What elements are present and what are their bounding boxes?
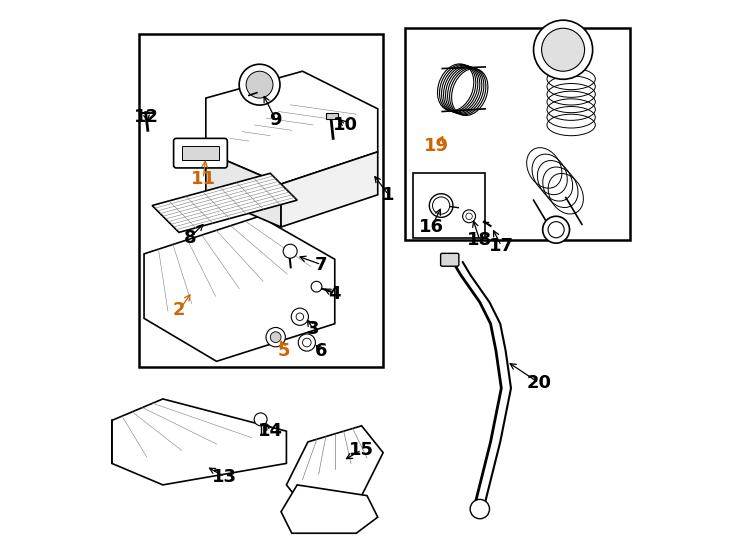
FancyBboxPatch shape [174, 138, 228, 168]
Text: 5: 5 [277, 342, 290, 360]
Bar [139, 33, 383, 367]
Text: 16: 16 [419, 218, 444, 236]
Circle shape [542, 28, 584, 71]
Circle shape [466, 213, 472, 219]
Circle shape [266, 327, 286, 347]
Bar [413, 173, 485, 238]
Polygon shape [144, 217, 335, 361]
Circle shape [283, 244, 297, 258]
Polygon shape [281, 152, 378, 227]
Circle shape [296, 313, 304, 321]
Text: 3: 3 [307, 320, 319, 338]
Text: 4: 4 [329, 285, 341, 303]
Circle shape [239, 64, 280, 105]
Circle shape [254, 413, 267, 426]
Text: 19: 19 [424, 138, 449, 156]
Polygon shape [206, 152, 281, 227]
Circle shape [548, 221, 564, 238]
Text: 8: 8 [184, 229, 196, 247]
Text: 10: 10 [333, 116, 358, 134]
Polygon shape [152, 173, 297, 232]
Text: 13: 13 [212, 468, 237, 486]
Polygon shape [206, 71, 378, 184]
Polygon shape [112, 399, 286, 485]
Text: 12: 12 [134, 108, 159, 126]
Bar [404, 28, 631, 240]
Bar [326, 113, 338, 118]
Text: 9: 9 [269, 111, 282, 129]
Circle shape [462, 210, 476, 222]
Text: 14: 14 [258, 422, 283, 440]
Text: 7: 7 [315, 255, 327, 274]
Text: 11: 11 [191, 170, 216, 188]
Text: 15: 15 [349, 441, 374, 459]
Text: 20: 20 [526, 374, 551, 392]
Text: 2: 2 [172, 301, 185, 319]
Circle shape [270, 332, 281, 342]
Text: 18: 18 [468, 232, 493, 249]
Circle shape [542, 217, 570, 243]
Circle shape [534, 20, 592, 79]
Circle shape [246, 71, 273, 98]
Bar [181, 146, 219, 160]
Circle shape [470, 500, 490, 519]
Circle shape [311, 281, 322, 292]
Circle shape [291, 308, 308, 325]
Text: 6: 6 [315, 342, 327, 360]
Circle shape [298, 334, 316, 351]
Polygon shape [286, 426, 383, 512]
FancyBboxPatch shape [440, 253, 459, 266]
Text: 17: 17 [489, 237, 514, 255]
Circle shape [302, 338, 311, 347]
Polygon shape [281, 485, 378, 533]
Text: 1: 1 [382, 186, 395, 204]
